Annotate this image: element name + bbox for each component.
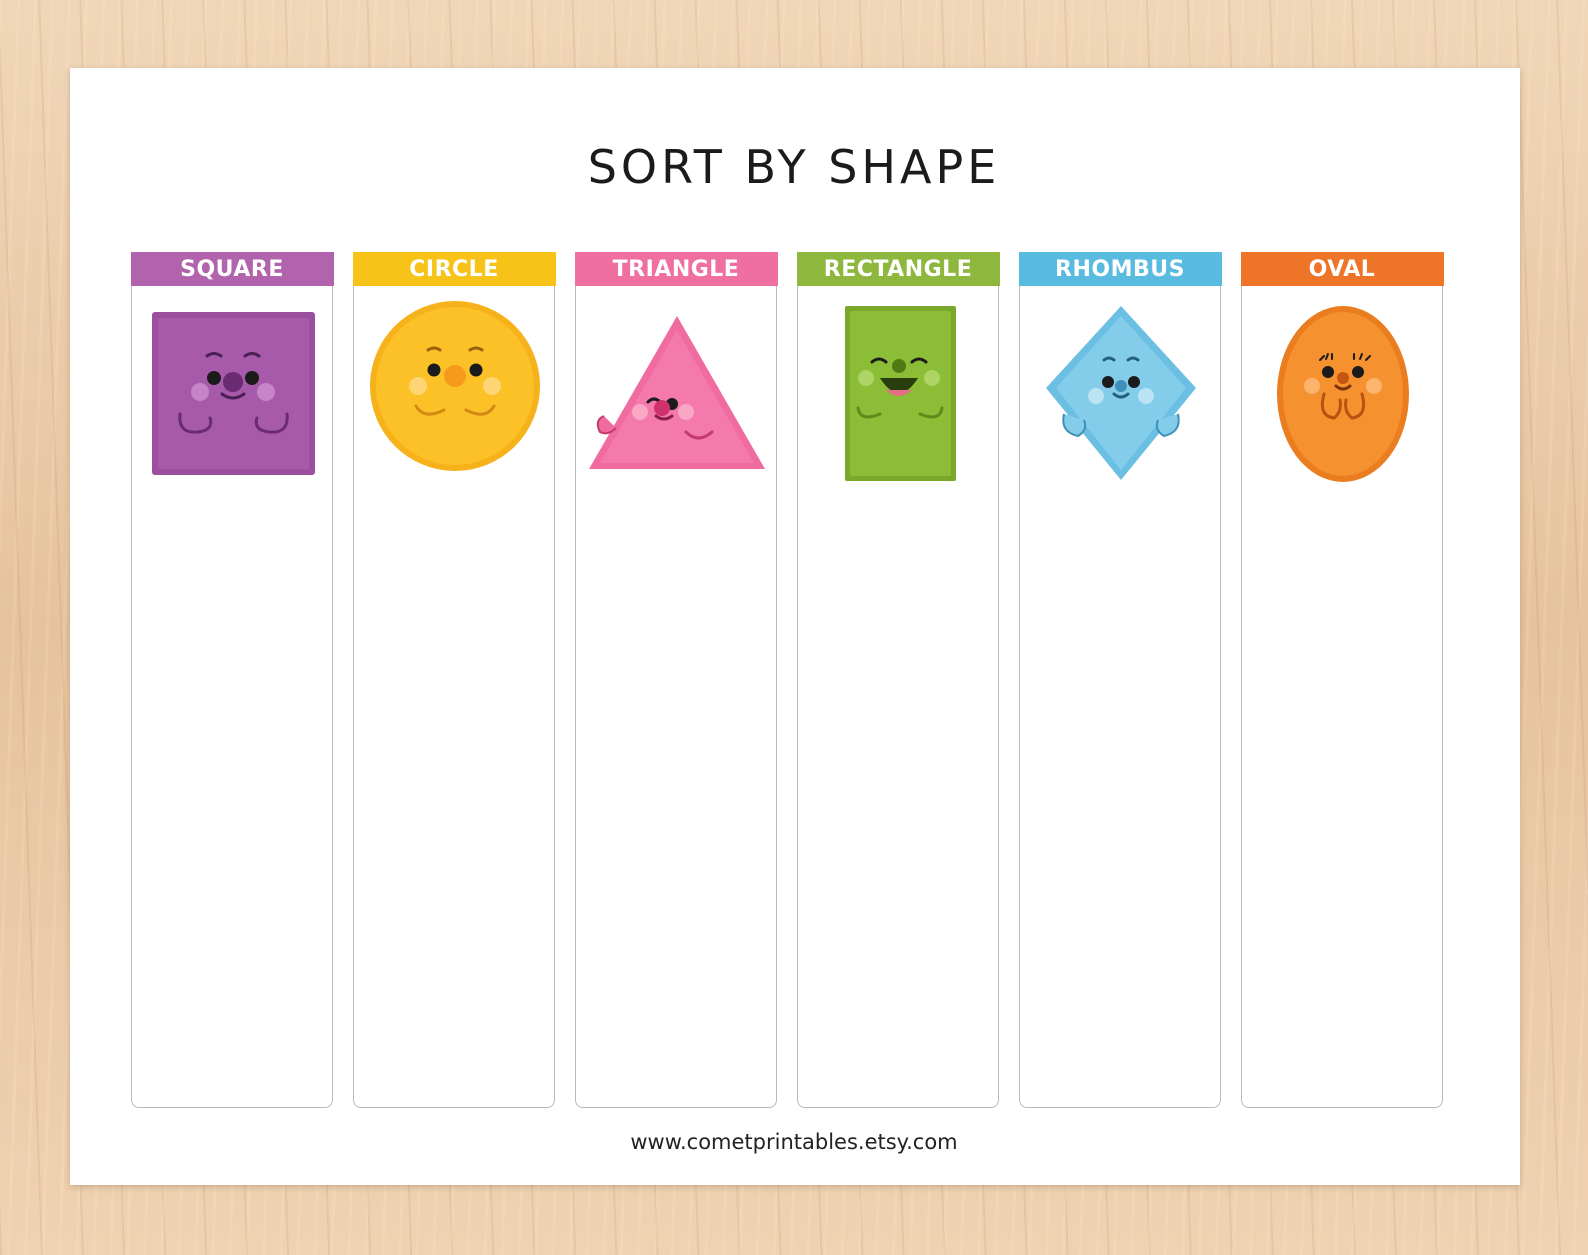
footer-url[interactable]: www.cometprintables.etsy.com	[630, 1130, 958, 1154]
sort-column-circle[interactable]: CIRCLE	[352, 252, 556, 1108]
sort-column-oval[interactable]: OVAL	[1240, 252, 1444, 1108]
sort-column-square[interactable]: SQUARE	[130, 252, 334, 1108]
column-header-rectangle: RECTANGLE	[796, 252, 1000, 286]
column-header-circle: CIRCLE	[352, 252, 556, 286]
sort-column-rhombus[interactable]: RHOMBUS	[1018, 252, 1222, 1108]
circle-character-icon	[354, 286, 556, 506]
column-header-rhombus: RHOMBUS	[1018, 252, 1222, 286]
page-title: SORT BY SHAPE	[587, 140, 1001, 194]
oval-character-icon	[1242, 286, 1444, 506]
rhombus-character-icon	[1020, 286, 1222, 506]
square-character-icon	[132, 286, 334, 506]
column-header-oval: OVAL	[1240, 252, 1444, 286]
column-header-square: SQUARE	[130, 252, 334, 286]
rectangle-character-icon	[798, 286, 1000, 506]
column-header-triangle: TRIANGLE	[574, 252, 778, 286]
triangle-character-icon	[576, 286, 778, 506]
sort-column-rectangle[interactable]: RECTANGLE	[796, 252, 1000, 1108]
sort-column-triangle[interactable]: TRIANGLE	[574, 252, 778, 1108]
